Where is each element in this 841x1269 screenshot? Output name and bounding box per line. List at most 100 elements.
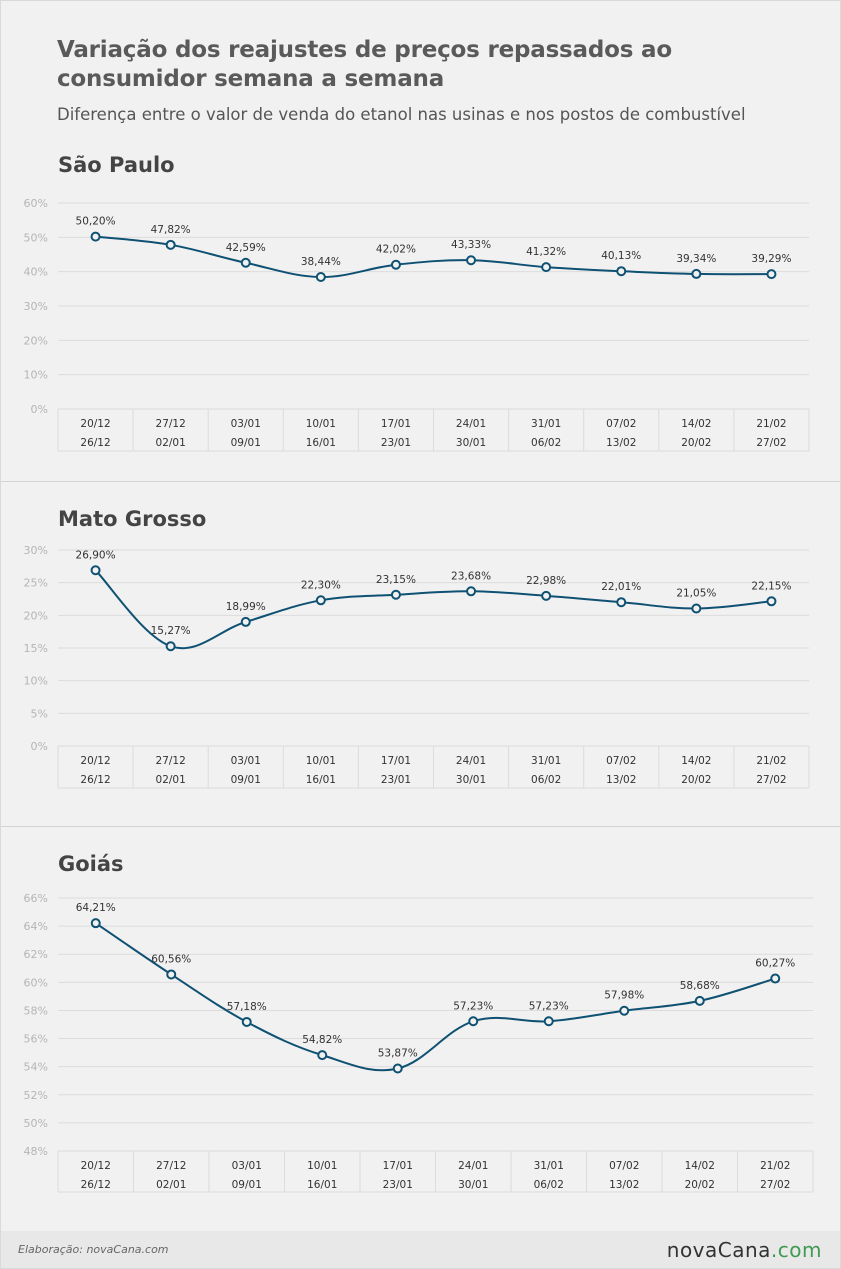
data-point	[766, 596, 777, 607]
x-tick-label: 27/02	[756, 774, 786, 786]
data-point	[541, 262, 552, 273]
y-tick-label: 58%	[24, 1004, 48, 1017]
y-tick-label: 20%	[24, 334, 48, 347]
x-tick-label: 30/01	[456, 774, 486, 786]
x-tick-label: 13/02	[606, 774, 636, 786]
x-tick-label: 26/12	[81, 1179, 111, 1191]
y-tick-label: 20%	[24, 609, 48, 622]
data-label: 57,18%	[227, 1001, 267, 1013]
x-tick-label: 24/01	[458, 1160, 488, 1172]
data-point	[541, 590, 552, 601]
data-label: 22,01%	[601, 581, 641, 593]
x-tick-label: 13/02	[606, 437, 636, 449]
y-tick-label: 0%	[31, 740, 48, 753]
data-label: 38,44%	[301, 256, 341, 268]
x-tick-label: 30/01	[458, 1179, 488, 1191]
data-label: 23,15%	[376, 574, 416, 586]
y-tick-label: 5%	[31, 707, 48, 720]
y-tick-label: 40%	[24, 266, 48, 279]
data-point	[240, 257, 251, 268]
x-tick-label: 20/12	[80, 418, 110, 430]
x-tick-label: 17/01	[381, 755, 411, 767]
x-tick-label: 10/01	[306, 418, 336, 430]
logo-suffix: .com	[770, 1238, 822, 1262]
data-label: 22,15%	[751, 580, 791, 592]
x-tick-label: 27/02	[760, 1179, 790, 1191]
x-tick-label: 06/02	[534, 1179, 564, 1191]
data-label: 39,29%	[751, 253, 791, 265]
data-label: 18,99%	[226, 601, 266, 613]
chart-title-sao-paulo: São Paulo	[58, 153, 175, 177]
data-label: 60,27%	[755, 958, 795, 970]
data-label: 54,82%	[302, 1034, 342, 1046]
logo-main: novaCana	[666, 1238, 771, 1262]
data-label: 43,33%	[451, 239, 491, 251]
data-point	[766, 269, 777, 280]
credit-text: Elaboração: novaCana.com	[18, 1243, 169, 1256]
x-tick-label: 09/01	[232, 1179, 262, 1191]
x-tick-label: 07/02	[609, 1160, 639, 1172]
x-tick-label: 17/01	[383, 1160, 413, 1172]
data-label: 47,82%	[151, 224, 191, 236]
y-tick-label: 30%	[24, 300, 48, 313]
y-tick-label: 54%	[24, 1061, 48, 1074]
x-tick-label: 31/01	[534, 1160, 564, 1172]
x-tick-label: 13/02	[609, 1179, 639, 1191]
data-label: 39,34%	[676, 253, 716, 265]
y-tick-label: 50%	[24, 1117, 48, 1130]
data-label: 22,30%	[301, 579, 341, 591]
x-tick-label: 23/01	[381, 437, 411, 449]
x-tick-label: 20/02	[685, 1179, 715, 1191]
y-tick-label: 48%	[24, 1145, 48, 1158]
x-tick-label: 20/12	[81, 1160, 111, 1172]
data-point	[90, 231, 101, 242]
y-tick-label: 64%	[24, 920, 48, 933]
x-tick-label: 30/01	[456, 437, 486, 449]
data-point	[694, 995, 705, 1006]
data-point	[616, 266, 627, 277]
data-point	[466, 255, 477, 266]
data-point	[241, 1016, 252, 1027]
data-label: 64,21%	[76, 902, 116, 914]
y-tick-label: 10%	[24, 369, 48, 382]
y-tick-label: 10%	[24, 675, 48, 688]
x-tick-label: 23/01	[381, 774, 411, 786]
data-label: 41,32%	[526, 246, 566, 258]
y-tick-label: 60%	[24, 976, 48, 989]
data-point	[90, 918, 101, 929]
x-tick-label: 14/02	[681, 755, 711, 767]
x-tick-label: 26/12	[80, 437, 110, 449]
chart-title-mato-grosso: Mato Grosso	[58, 507, 207, 531]
x-tick-label: 09/01	[231, 437, 261, 449]
x-tick-label: 07/02	[606, 418, 636, 430]
x-tick-label: 21/02	[760, 1160, 790, 1172]
data-point	[315, 595, 326, 606]
data-point	[390, 589, 401, 600]
x-tick-label: 03/01	[231, 755, 261, 767]
x-tick-label: 06/02	[531, 774, 561, 786]
y-tick-label: 30%	[24, 544, 48, 557]
x-tick-label: 02/01	[156, 437, 186, 449]
x-tick-label: 24/01	[456, 418, 486, 430]
x-tick-label: 27/12	[156, 755, 186, 767]
data-point	[317, 1050, 328, 1061]
x-tick-label: 26/12	[80, 774, 110, 786]
x-tick-label: 24/01	[456, 755, 486, 767]
data-label: 26,90%	[76, 549, 116, 561]
y-tick-label: 25%	[24, 577, 48, 590]
data-label: 22,98%	[526, 575, 566, 587]
data-label: 40,13%	[601, 250, 641, 262]
data-point	[165, 641, 176, 652]
x-tick-label: 17/01	[381, 418, 411, 430]
page-subtitle: Diferença entre o valor de venda do etan…	[57, 105, 746, 124]
series-line	[94, 569, 772, 650]
data-point	[543, 1016, 554, 1027]
data-point	[166, 969, 177, 980]
data-label: 50,20%	[76, 216, 116, 228]
data-label: 15,27%	[151, 625, 191, 637]
x-tick-label: 27/02	[756, 437, 786, 449]
x-tick-label: 14/02	[681, 418, 711, 430]
data-label: 57,23%	[529, 1000, 569, 1012]
x-tick-label: 20/02	[681, 437, 711, 449]
